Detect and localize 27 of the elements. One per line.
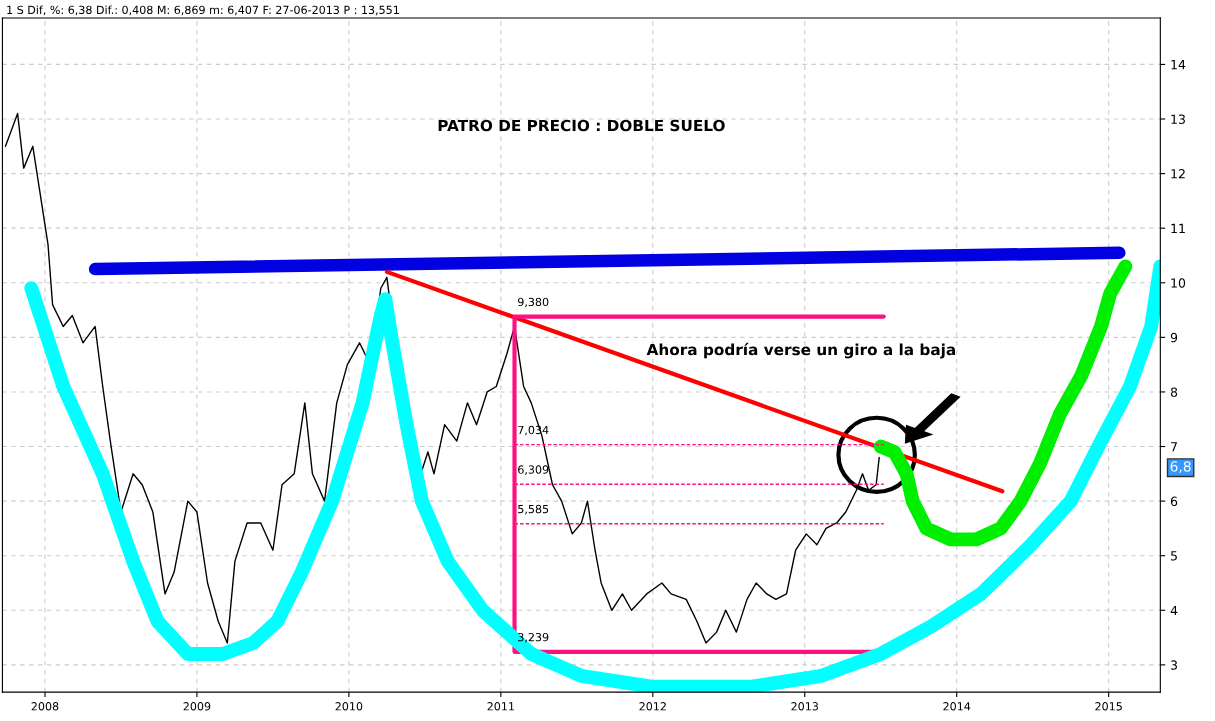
y-tick-label: 11 [1171, 223, 1185, 233]
annotation: 9,380 [517, 297, 549, 308]
y-tick-label: 13 [1171, 114, 1185, 124]
y-tick-label: 12 [1171, 169, 1185, 179]
x-tick-label: 2014 [943, 702, 971, 711]
x-tick-label: 2011 [487, 702, 514, 711]
annotation: 6,309 [518, 465, 549, 475]
x-tick-label: 2015 [1095, 702, 1122, 711]
text: 6,8 [1170, 461, 1191, 474]
y-tick-label: 10 [1171, 278, 1186, 288]
y-tick-label: 7 [1171, 442, 1177, 452]
annotation: Ahora podría verse un giro a la baja [646, 342, 955, 359]
chart-subtitle: 1 S Dif, %: 6,38 Dif.: 0,408 M: 6,869 m: 6,407 F: 27-06-2013 P : 13,551 [7, 5, 399, 16]
y-tick-label: 9 [1170, 332, 1178, 343]
x-tick-label: 2013 [791, 702, 818, 711]
y-tick-label: 3 [1171, 660, 1177, 670]
x-tick-label: 2009 [183, 702, 211, 711]
y-tick-label: 6 [1170, 496, 1178, 507]
y-tick-label: 14 [1171, 60, 1186, 70]
y-tick-label: 8 [1170, 387, 1178, 397]
x-tick-label: 2012 [639, 702, 666, 711]
y-tick-label: 4 [1170, 605, 1178, 616]
x-tick-label: 2010 [335, 702, 363, 711]
text: PATRO DE PRECIO : DOBLE SUELO [438, 119, 725, 132]
x-tick-label: 2008 [31, 702, 59, 711]
annotation: 5,585 [518, 504, 549, 515]
y-tick-label: 5 [1171, 551, 1177, 561]
